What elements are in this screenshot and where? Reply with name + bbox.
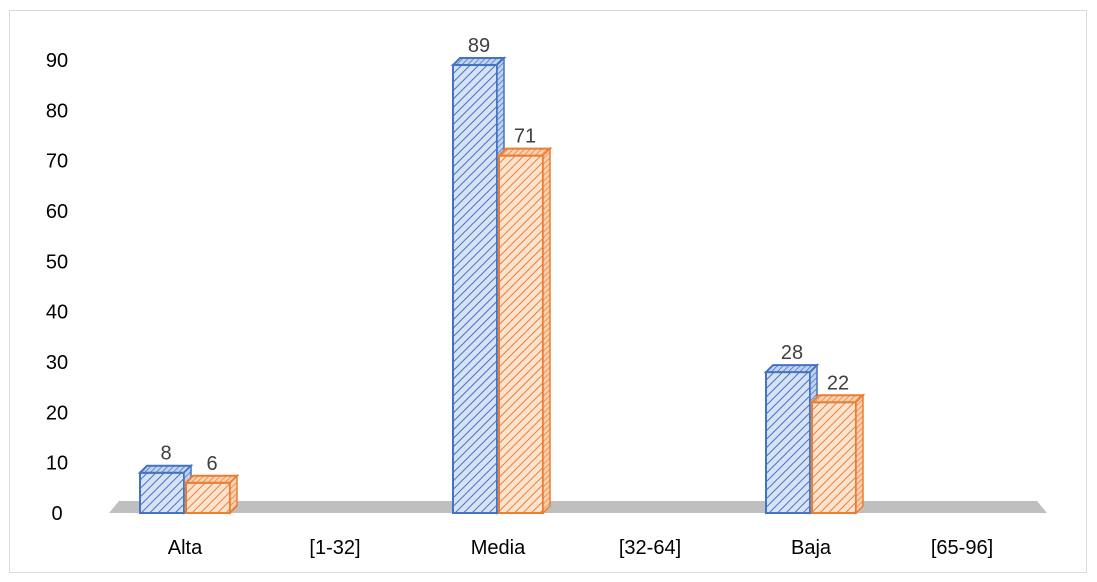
data-label: 6	[206, 453, 217, 475]
bar	[809, 393, 866, 515]
y-tick-label: 10	[46, 453, 68, 475]
bar-front	[185, 481, 231, 514]
y-tick-label: 70	[46, 151, 68, 173]
bar-front	[765, 371, 811, 515]
x-tick-label: Baja	[791, 537, 832, 559]
bar	[763, 363, 820, 515]
bar-side	[542, 146, 551, 515]
y-tick-label: 0	[51, 503, 62, 525]
bar-top	[183, 474, 240, 484]
bar-front	[498, 154, 544, 514]
bar	[496, 146, 553, 515]
bar-front	[452, 64, 498, 515]
bar	[450, 56, 507, 515]
y-axis: 0 10 20 30 40 50 60 70 80 90	[46, 50, 68, 525]
y-tick-label: 90	[46, 50, 68, 72]
data-label: 8	[160, 443, 171, 465]
bar	[137, 463, 194, 515]
x-tick-label: [1-32]	[309, 537, 360, 559]
x-axis: Alta [1-32] Media [32-64] Baja [65-96]	[168, 537, 993, 559]
bar-front	[139, 471, 185, 515]
bar-top	[450, 57, 507, 67]
x-tick-label: [65-96]	[931, 537, 993, 559]
data-label: 22	[827, 372, 849, 394]
bar-front	[811, 401, 857, 514]
x-tick-label: Media	[471, 537, 526, 559]
bar-top	[137, 464, 194, 474]
y-tick-label: 40	[46, 302, 68, 324]
x-tick-label: Alta	[168, 537, 203, 559]
bar	[183, 473, 240, 515]
data-label: 71	[514, 126, 536, 148]
bar-top	[763, 364, 820, 374]
y-tick-label: 60	[46, 201, 68, 223]
data-labels-group: 8 6 89 71 28 22	[160, 35, 849, 475]
bar-side	[229, 473, 238, 515]
bar-top	[496, 147, 553, 157]
y-tick-label: 20	[46, 402, 68, 424]
data-label: 28	[781, 342, 803, 364]
y-tick-label: 50	[46, 251, 68, 273]
chart-floor	[109, 501, 1047, 513]
data-label: 89	[468, 35, 490, 57]
y-tick-label: 80	[46, 100, 68, 122]
x-tick-label: [32-64]	[619, 537, 681, 559]
bars-group	[137, 56, 866, 515]
bar-side	[855, 393, 864, 515]
bar-top	[809, 394, 866, 404]
y-tick-label: 30	[46, 352, 68, 374]
